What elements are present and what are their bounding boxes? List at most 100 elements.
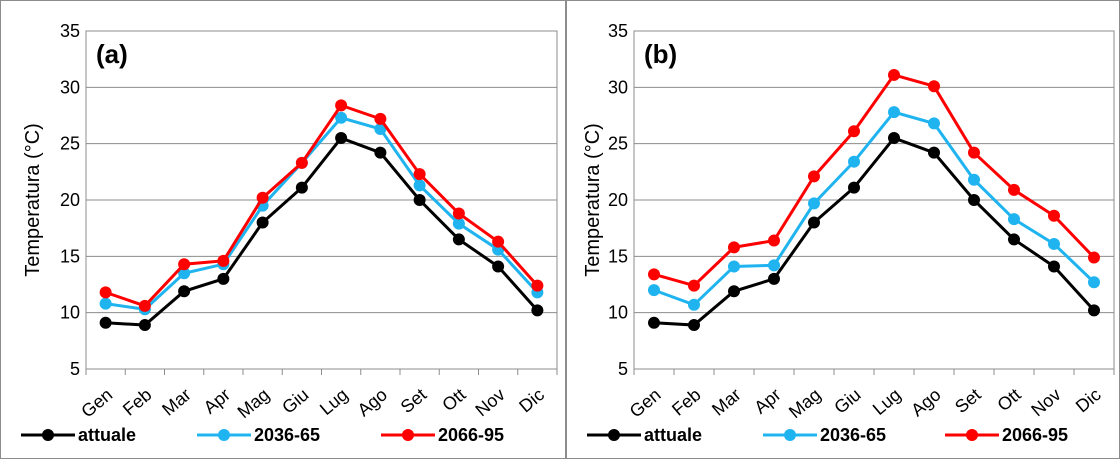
x-tick-label: Mar: [158, 384, 195, 419]
data-point-2036-65: [178, 267, 191, 280]
y-axis-label: Temperatura (°C): [22, 123, 44, 277]
x-tick-label: Ott: [438, 384, 469, 415]
data-point-attuale: [1088, 304, 1100, 317]
data-point-attuale: [492, 260, 505, 273]
panel-label: (b): [644, 39, 677, 69]
data-point-2036-65: [928, 117, 940, 130]
x-tick-label: Ago: [354, 384, 391, 420]
data-point-2036-65: [648, 284, 660, 297]
data-point-attuale: [1048, 260, 1060, 273]
panel-label: (a): [96, 39, 128, 69]
y-tick-label: 10: [608, 303, 628, 323]
data-point-2066-95: [452, 207, 465, 220]
x-tick-label: Giu: [278, 384, 312, 417]
data-point-attuale: [531, 304, 544, 317]
x-tick-label: Lug: [869, 384, 905, 419]
data-point-2036-65: [728, 260, 740, 273]
data-point-2066-95: [413, 168, 426, 181]
data-point-attuale: [413, 194, 426, 206]
data-point-2066-95: [335, 99, 348, 112]
data-point-attuale: [768, 272, 780, 285]
legend-label: 2036-65: [254, 425, 320, 445]
x-tick-label: Set: [951, 384, 985, 417]
data-point-attuale: [688, 319, 700, 332]
x-tick-label: Gen: [626, 384, 665, 421]
data-point-2066-95: [531, 279, 544, 292]
data-point-2036-65: [768, 259, 780, 272]
data-point-attuale: [968, 194, 980, 206]
data-point-2036-65: [452, 217, 465, 230]
data-point-2036-65: [335, 111, 348, 124]
data-point-2036-65: [808, 197, 820, 210]
data-point-2036-65: [374, 123, 387, 136]
legend-marker-2036-65: [784, 429, 796, 441]
x-tick-label: Lug: [316, 384, 352, 419]
data-point-2036-65: [1048, 237, 1060, 250]
x-tick-label: Apr: [750, 384, 784, 417]
legend-marker-2036-65: [218, 429, 230, 441]
legend-marker-2066-95: [402, 429, 414, 441]
series-line-2036-65: [653, 110, 1096, 307]
legend-marker-2066-95: [966, 429, 978, 441]
x-tick-label: Gen: [77, 384, 116, 421]
data-point-2066-95: [99, 286, 112, 299]
y-tick-label: 25: [60, 134, 80, 154]
chart-a-svg: 5 10 15 20 25 30 35 Gen Feb Mar Apr Mag Giu Lug Ago Set…: [21, 21, 558, 445]
data-point-attuale: [217, 272, 230, 285]
data-point-attuale: [928, 146, 940, 159]
data-point-2066-95: [888, 68, 900, 81]
data-point-2066-95: [138, 299, 151, 312]
data-point-2066-95: [374, 112, 387, 125]
data-point-2066-95: [728, 241, 740, 254]
y-tick-label: 5: [70, 359, 80, 379]
data-point-2036-65: [99, 297, 112, 310]
series-line-attuale: [653, 136, 1096, 327]
data-point-2066-95: [1048, 209, 1060, 222]
data-point-attuale: [178, 285, 191, 298]
data-point-attuale: [728, 285, 740, 298]
x-tick-label: Dic: [515, 384, 548, 416]
data-point-2036-65: [968, 173, 980, 186]
y-axis-label: Temperatura (°C): [582, 123, 604, 277]
chart-panel-b: 5 10 15 20 25 30 35 Gen Feb Mar Apr Mag Giu Lug Ago Set…: [566, 0, 1120, 459]
data-point-2066-95: [808, 170, 820, 183]
x-tick-label: Giu: [830, 384, 864, 417]
y-tick-label: 30: [608, 77, 628, 97]
data-point-2066-95: [968, 146, 980, 159]
data-point-attuale: [888, 132, 900, 145]
y-tick-label: 30: [60, 77, 80, 97]
legend-label: 2066-95: [1002, 425, 1068, 445]
data-point-2066-95: [1088, 251, 1100, 264]
data-point-2036-65: [888, 106, 900, 119]
data-point-2066-95: [1008, 183, 1020, 196]
data-point-attuale: [648, 316, 660, 329]
data-point-attuale: [256, 216, 269, 229]
x-tick-label: Dic: [1072, 384, 1105, 416]
x-tick-label: Apr: [200, 384, 234, 417]
data-point-2036-65: [848, 155, 860, 168]
x-tick-label: Nov: [471, 384, 508, 420]
chart-b-svg: 5 10 15 20 25 30 35 Gen Feb Mar Apr Mag Giu Lug Ago Set…: [582, 21, 1115, 445]
y-tick-label: 20: [60, 190, 80, 210]
legend-label: 2066-95: [438, 425, 504, 445]
y-tick-label: 25: [608, 134, 628, 154]
data-point-2066-95: [928, 80, 940, 93]
x-tick-label: Mag: [234, 384, 274, 422]
data-point-2066-95: [178, 258, 191, 271]
data-point-attuale: [99, 316, 112, 329]
data-point-attuale: [295, 181, 308, 194]
data-point-2066-95: [768, 234, 780, 247]
x-tick-label: Ott: [993, 384, 1024, 415]
data-point-2066-95: [688, 279, 700, 292]
series-line-2066-95: [653, 73, 1096, 288]
data-point-2036-65: [688, 298, 700, 311]
series-line-2066-95: [105, 103, 539, 308]
data-point-attuale: [808, 216, 820, 229]
data-point-attuale: [138, 319, 151, 332]
data-point-2066-95: [295, 156, 308, 169]
y-tick-label: 15: [608, 246, 628, 266]
y-tick-label: 35: [60, 21, 80, 41]
legend-label: 2036-65: [820, 425, 886, 445]
y-tick-label: 10: [60, 303, 80, 323]
data-point-2066-95: [217, 254, 230, 267]
